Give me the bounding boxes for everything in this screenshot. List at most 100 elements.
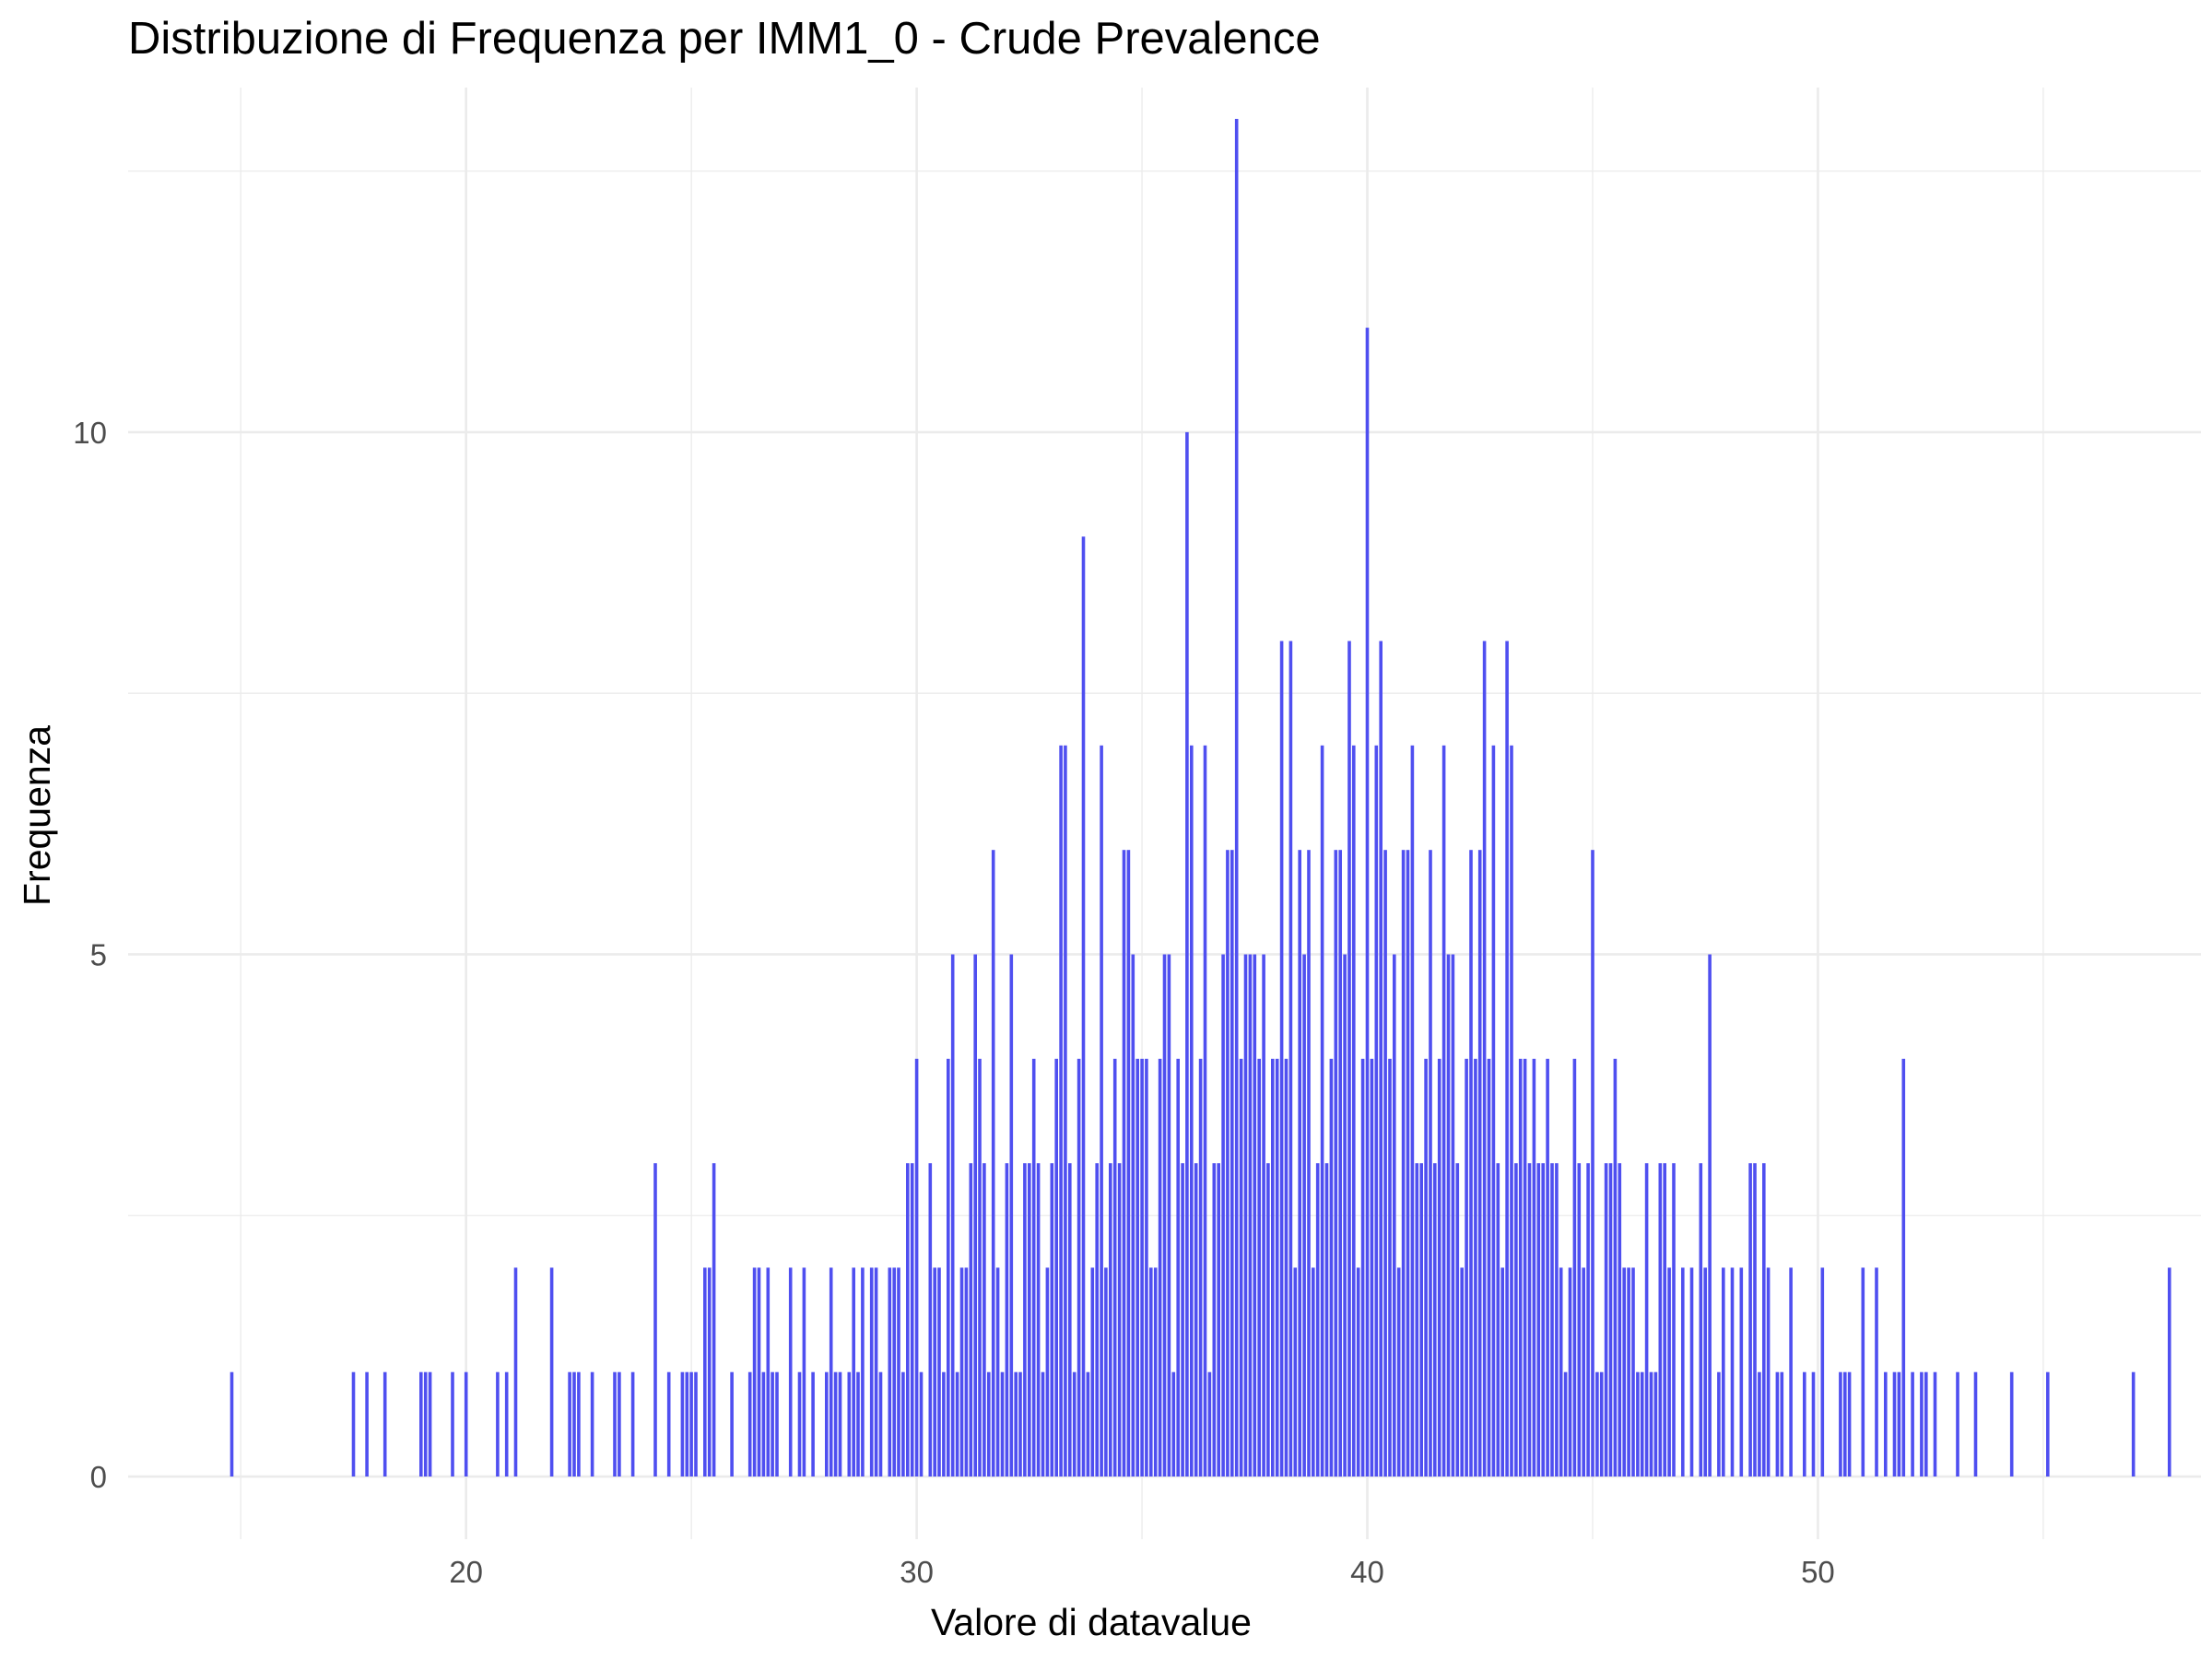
x-tick-label: 50 xyxy=(1801,1555,1835,1589)
histogram-bar xyxy=(2131,1371,2136,1477)
histogram-bar xyxy=(1514,1163,1518,1477)
histogram-bar xyxy=(1005,1163,1009,1477)
histogram-bar xyxy=(1410,745,1415,1477)
histogram-bar xyxy=(1446,954,1451,1477)
histogram-bar xyxy=(1595,1371,1599,1477)
histogram-bar xyxy=(1100,745,1103,1477)
histogram-bar xyxy=(757,1267,761,1477)
histogram-bar xyxy=(1104,1267,1108,1477)
histogram-bar xyxy=(1415,1163,1419,1477)
y-axis-title: Frequenza xyxy=(16,725,58,906)
histogram-bar xyxy=(775,1371,779,1477)
histogram-bar xyxy=(1379,641,1382,1477)
histogram-bar xyxy=(689,1371,693,1477)
histogram-bar xyxy=(653,1163,657,1477)
histogram-bar xyxy=(730,1371,734,1477)
histogram-bar xyxy=(1559,1267,1563,1477)
histogram-bar xyxy=(1505,641,1509,1477)
histogram-bar xyxy=(1131,954,1135,1477)
histogram-bar xyxy=(1933,1371,1937,1477)
histogram-bars xyxy=(229,119,2171,1477)
histogram-bar xyxy=(987,1371,991,1477)
histogram-bar xyxy=(766,1267,771,1477)
histogram-bar xyxy=(1433,1163,1437,1477)
histogram-bar xyxy=(1126,850,1131,1477)
histogram-bar xyxy=(572,1371,576,1477)
x-axis-title: Valore di datavalue xyxy=(931,1601,1252,1643)
histogram-bar xyxy=(1568,1267,1572,1477)
histogram-bar xyxy=(1491,745,1496,1477)
histogram-bar xyxy=(874,1267,878,1477)
histogram-bar xyxy=(1262,954,1265,1477)
histogram-bar xyxy=(1419,1163,1423,1477)
histogram-bar xyxy=(852,1267,855,1477)
histogram-bar xyxy=(1753,1163,1757,1477)
histogram-bar xyxy=(1352,745,1356,1477)
histogram-bar xyxy=(1555,1163,1559,1477)
histogram-bar xyxy=(1618,1163,1622,1477)
histogram-bar xyxy=(1748,1163,1752,1477)
chart-title: Distribuzione di Frequenza per IMM1_0 - … xyxy=(128,14,1321,64)
y-tick-label: 0 xyxy=(90,1460,107,1494)
histogram-bar xyxy=(365,1371,369,1477)
histogram-bar xyxy=(1383,850,1387,1477)
histogram-bar xyxy=(423,1371,428,1477)
histogram-bar xyxy=(618,1371,621,1477)
histogram-bar xyxy=(1775,1371,1780,1477)
histogram-bar xyxy=(1644,1163,1649,1477)
histogram-bar xyxy=(1226,850,1230,1477)
histogram-bar xyxy=(1762,1163,1766,1477)
histogram-bar xyxy=(1739,1267,1744,1477)
histogram-bar xyxy=(464,1371,468,1477)
histogram-bar xyxy=(928,1163,933,1477)
histogram-bar xyxy=(856,1371,860,1477)
histogram-bar xyxy=(914,1058,919,1477)
histogram-bar xyxy=(825,1371,829,1477)
histogram-bar xyxy=(1320,745,1324,1477)
histogram-bar xyxy=(1018,1371,1022,1477)
histogram-bar xyxy=(901,1371,905,1477)
histogram-bar xyxy=(1653,1371,1658,1477)
histogram-bar xyxy=(1072,1371,1077,1477)
histogram-bar xyxy=(1599,1371,1604,1477)
histogram-bar xyxy=(1343,954,1347,1477)
histogram-bar xyxy=(1324,1163,1329,1477)
histogram-bar xyxy=(1185,431,1189,1477)
histogram-bar xyxy=(577,1371,581,1477)
histogram-bar xyxy=(1253,954,1257,1477)
histogram-bar xyxy=(1338,850,1342,1477)
histogram-bar xyxy=(1045,1267,1050,1477)
histogram-bar xyxy=(1608,1163,1613,1477)
histogram-bar xyxy=(1541,1163,1545,1477)
histogram-bar xyxy=(1036,1163,1041,1477)
histogram-bar xyxy=(1014,1371,1018,1477)
histogram-bar xyxy=(428,1371,432,1477)
histogram-bar xyxy=(2009,1371,2014,1477)
histogram-bar xyxy=(1050,1163,1054,1477)
histogram-bar xyxy=(1780,1371,1784,1477)
histogram-bar xyxy=(878,1371,883,1477)
histogram-bar xyxy=(1293,1267,1298,1477)
histogram-bar xyxy=(1302,954,1306,1477)
histogram-bar xyxy=(1095,1163,1099,1477)
histogram-bar xyxy=(590,1371,594,1477)
y-tick-label: 10 xyxy=(73,416,107,450)
histogram-bar xyxy=(1500,1267,1504,1477)
histogram-bar xyxy=(942,1371,946,1477)
histogram-bar xyxy=(1117,1163,1122,1477)
histogram-bar xyxy=(1510,745,1513,1477)
histogram-bar xyxy=(1920,1371,1924,1477)
histogram-bar xyxy=(1031,1058,1036,1477)
histogram-bar xyxy=(1722,1267,1725,1477)
histogram-bar xyxy=(1532,1058,1536,1477)
histogram-bar xyxy=(1613,1058,1618,1477)
histogram-bar xyxy=(1649,1371,1653,1477)
histogram-bar xyxy=(978,1058,982,1477)
histogram-bar xyxy=(1803,1371,1806,1477)
histogram-bar xyxy=(833,1371,838,1477)
histogram-bar xyxy=(933,1267,936,1477)
histogram-bar xyxy=(513,1267,518,1477)
histogram-bar xyxy=(1393,954,1396,1477)
histogram-bar xyxy=(761,1371,766,1477)
histogram-bar xyxy=(1135,1058,1139,1477)
